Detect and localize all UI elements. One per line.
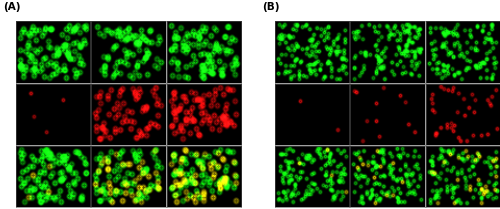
Text: AO: AO [264, 46, 272, 58]
Text: GEM: GEM [376, 2, 399, 11]
Text: Merged: Merged [264, 160, 272, 193]
Text: AO: AO [4, 46, 14, 58]
Text: (B): (B) [262, 2, 280, 12]
Text: EB: EB [4, 109, 14, 120]
Text: Merged: Merged [4, 160, 14, 193]
Text: GEM-NPs: GEM-NPs [440, 2, 486, 11]
Text: GEM-NPs: GEM-NPs [181, 2, 226, 11]
Text: EB: EB [264, 109, 272, 120]
Text: Control: Control [294, 2, 331, 11]
Text: (A): (A) [4, 2, 21, 12]
Text: GEM: GEM [118, 2, 140, 11]
Text: Control: Control [34, 2, 72, 11]
